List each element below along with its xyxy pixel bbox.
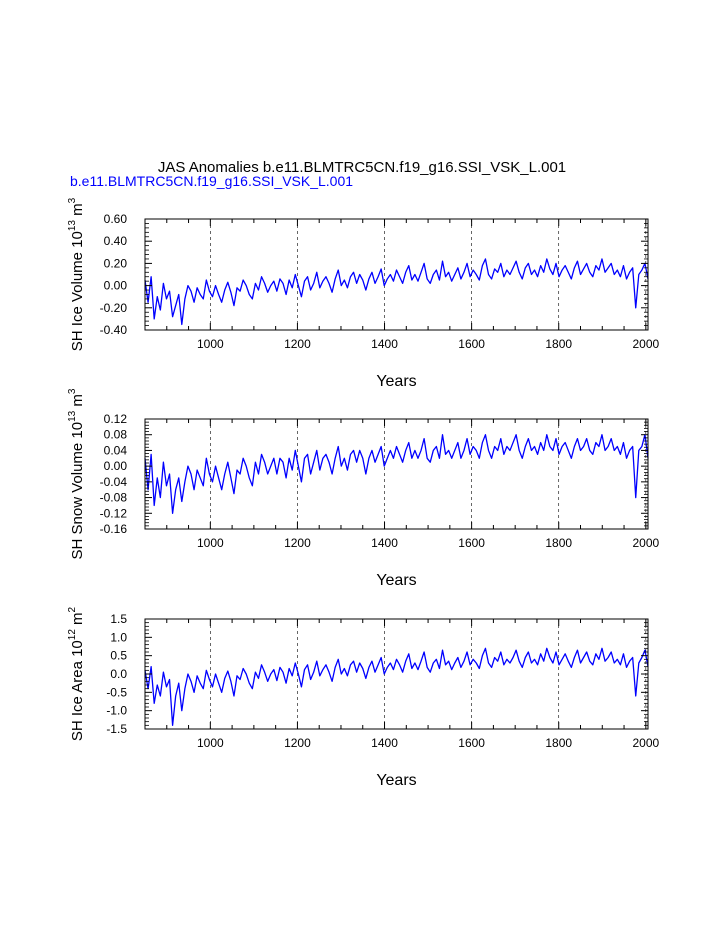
y-tick-label: -0.04 — [100, 475, 128, 489]
x-tick-label: 2000 — [632, 736, 659, 750]
chart-panel-3: 1000 1200 1400 1600 1800 2000 -1.5 -1.0 -0.5 0.0 0… — [67, 606, 659, 789]
y-axis-label-exponent: 12 — [67, 629, 78, 641]
y-axis-label-text: m — [69, 203, 86, 220]
x-tick-label: 1600 — [458, 736, 485, 750]
x-tick-label: 1000 — [197, 736, 224, 750]
y-tick-label: -0.12 — [100, 506, 128, 520]
y-axis-label-text: SH Snow Volume 10 — [69, 422, 86, 560]
x-tick-label: 1400 — [371, 337, 398, 351]
x-tick-label: 1800 — [545, 337, 572, 351]
y-axis-label-text: m — [69, 612, 86, 629]
data-series-line — [144, 434, 649, 514]
y-axis-label: SH Ice Volume 1013 m3 — [67, 197, 86, 351]
plot-frame — [144, 418, 649, 530]
data-series-line — [144, 647, 649, 726]
x-tick-label: 1600 — [458, 536, 485, 550]
y-tick-label: 0.08 — [104, 428, 128, 442]
y-tick-label: 0.12 — [104, 412, 128, 426]
figure-subtitle: b.e11.BLMTRC5CN.f19_g16.SSI_VSK_L.001 — [70, 173, 353, 189]
y-tick-label: -0.08 — [100, 491, 128, 505]
y-tick-label: 0.00 — [104, 279, 128, 293]
x-tick-label: 1800 — [545, 536, 572, 550]
chart-panel-2: 1000 1200 1400 1600 1800 2000 -0.16 -0.12-0.08 -… — [67, 388, 659, 589]
y-axis-label-text: SH Ice Area 10 — [69, 640, 86, 741]
figure-title: JAS Anomalies b.e11.BLMTRC5CN.f19_g16.SS… — [158, 159, 566, 176]
x-tick-label: 2000 — [632, 337, 659, 351]
x-tick-label: 1200 — [284, 736, 311, 750]
chart-panel-1: 1000 1200 1400 1600 1800 2000 -0.40 -0.20 0.00 0.… — [67, 197, 659, 390]
y-tick-label: 0.20 — [104, 256, 128, 270]
x-tick-label: 2000 — [632, 536, 659, 550]
plot-frame — [144, 618, 649, 730]
y-tick-label: -1.0 — [106, 704, 127, 718]
y-axis-label-exponent: 13 — [67, 220, 78, 232]
y-axis-label-exponent: 3 — [67, 197, 78, 203]
y-tick-label: 0.00 — [104, 459, 128, 473]
y-axis-label-exponent: 2 — [67, 606, 78, 612]
y-tick-label: -0.5 — [106, 685, 127, 699]
y-tick-label: 0.40 — [104, 234, 128, 248]
x-tick-label: 1800 — [545, 736, 572, 750]
x-axis-label: Years — [376, 373, 416, 390]
data-series-line — [144, 258, 649, 326]
x-tick-label: 1200 — [284, 536, 311, 550]
y-tick-label: -1.5 — [106, 722, 127, 736]
y-axis-label: SH Ice Area 1012 m2 — [67, 606, 86, 741]
y-axis-label-text: SH Ice Volume 10 — [69, 231, 86, 351]
x-tick-label: 1400 — [371, 536, 398, 550]
y-tick-label: -0.20 — [100, 301, 128, 315]
y-tick-label: 0.04 — [104, 443, 128, 457]
x-tick-label: 1600 — [458, 337, 485, 351]
x-tick-label: 1200 — [284, 337, 311, 351]
x-tick-label: 1000 — [197, 536, 224, 550]
y-tick-label: 0.60 — [104, 212, 128, 226]
y-tick-label: 0.0 — [110, 667, 127, 681]
y-axis-label: SH Snow Volume 1013 m3 — [67, 388, 86, 559]
y-axis-label-exponent: 3 — [67, 388, 78, 394]
y-tick-label: -0.40 — [100, 323, 128, 337]
x-tick-label: 1000 — [197, 337, 224, 351]
y-axis-label-exponent: 13 — [67, 410, 78, 422]
y-tick-label: 0.5 — [110, 649, 127, 663]
y-tick-label: 1.5 — [110, 612, 127, 626]
x-axis-label: Years — [376, 572, 416, 589]
y-axis-label-text: m — [69, 394, 86, 411]
y-tick-label: -0.16 — [100, 522, 128, 536]
y-tick-label: 1.0 — [110, 630, 127, 644]
x-tick-label: 1400 — [371, 736, 398, 750]
plot-frame — [144, 218, 649, 331]
x-axis-label: Years — [376, 772, 416, 789]
